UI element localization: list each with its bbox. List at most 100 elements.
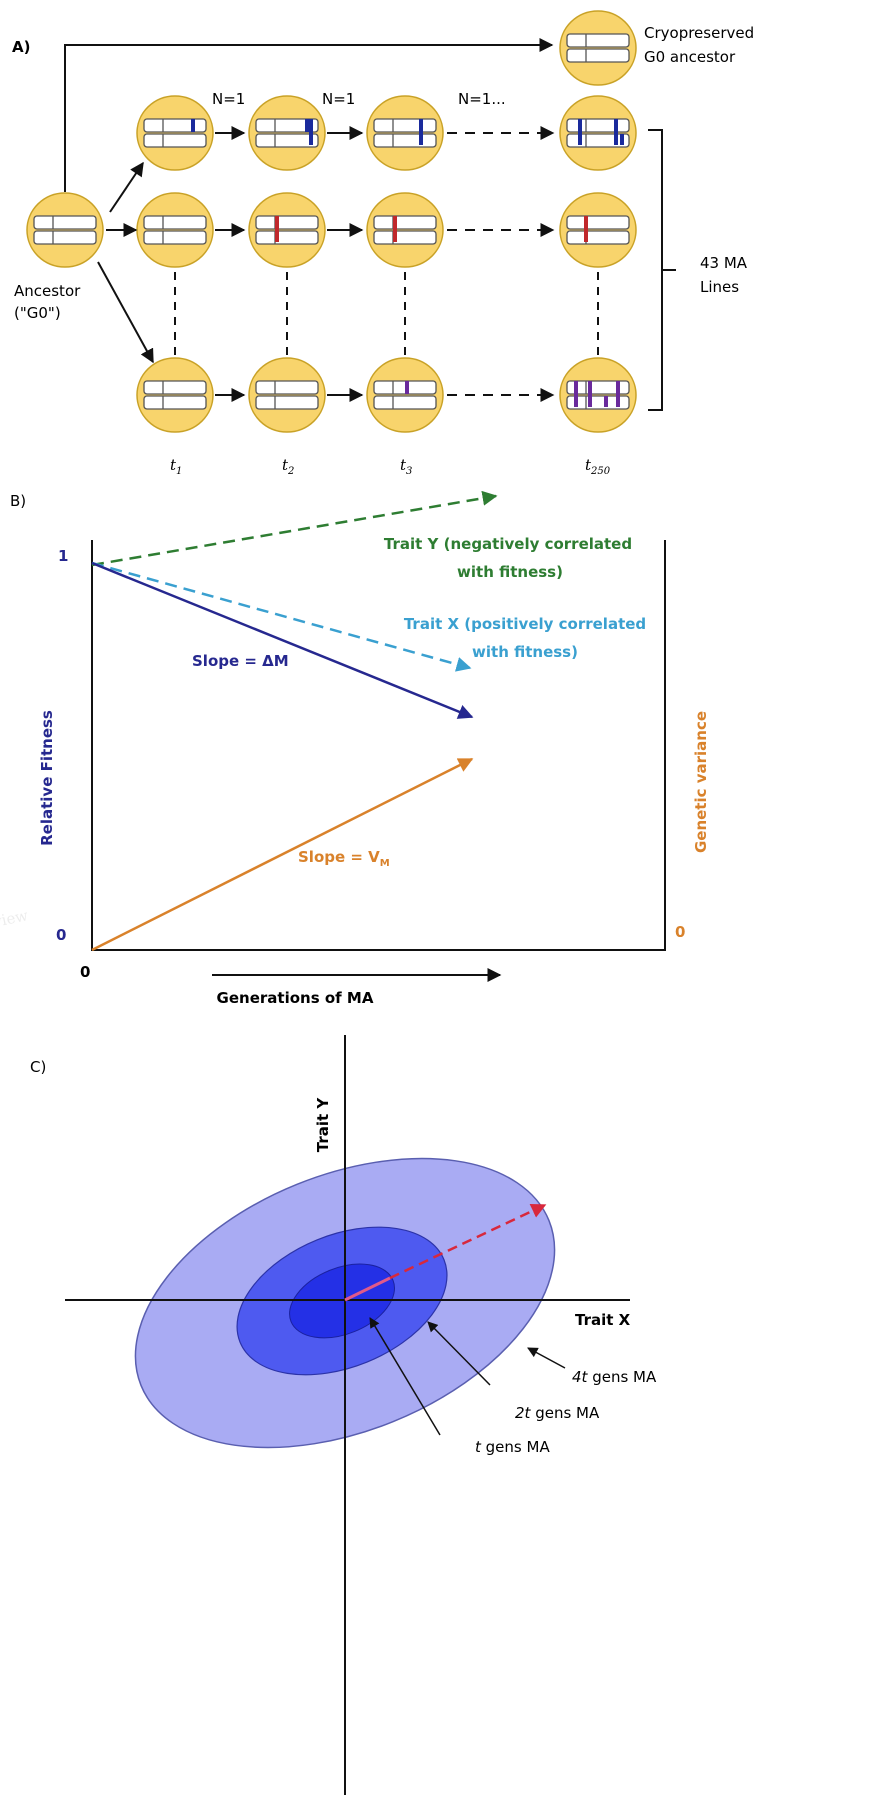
mutation [588, 381, 592, 407]
mutation [620, 134, 624, 145]
fitness-line [92, 563, 472, 717]
trait-x-label: with fitness) [472, 643, 578, 661]
chromosome [144, 396, 206, 409]
cryo-label: G0 ancestor [644, 48, 736, 66]
timepoint: t1 [170, 456, 182, 477]
chromosome [34, 231, 96, 244]
y-right-label: Genetic variance [692, 711, 710, 853]
panel-label: B) [10, 492, 26, 510]
slope-v-text: Slope = V [298, 848, 380, 866]
chromosome [567, 49, 629, 62]
chromosome [256, 231, 318, 244]
t-sub: 3 [406, 466, 412, 477]
pointer [528, 1348, 565, 1368]
mutation [604, 396, 608, 407]
trait-y-label: with fitness) [457, 563, 563, 581]
chromosome [374, 396, 436, 409]
arrows [175, 133, 598, 395]
x-axis-label: Trait X [575, 1311, 631, 1329]
chromosome [144, 216, 206, 229]
chromosome [256, 396, 318, 409]
cell [249, 358, 325, 432]
mutation [419, 119, 423, 145]
text: gens MA [530, 1404, 600, 1422]
cells [27, 11, 636, 432]
cell [27, 193, 103, 267]
t-sub: 1 [176, 466, 182, 477]
cryo-label: Cryopreserved [644, 24, 754, 42]
mutation [405, 381, 409, 394]
chromosome [567, 231, 629, 244]
bracket [648, 130, 676, 410]
cell [560, 11, 636, 85]
y-axis-label: Trait Y [314, 1097, 332, 1153]
chromosome [567, 34, 629, 47]
panel-label: A) [12, 38, 30, 56]
factor: 2t [515, 1404, 532, 1422]
trait-y-label: Trait Y (negatively correlated [384, 535, 632, 553]
mutation [616, 381, 620, 407]
y-left-bottom: 0 [56, 926, 66, 944]
cell [137, 358, 213, 432]
timepoint: t3 [400, 456, 412, 477]
transfer-label: N=1 [212, 90, 245, 108]
cell [249, 193, 325, 267]
chromosome [567, 119, 629, 132]
chromosome [567, 216, 629, 229]
mutation [614, 119, 618, 145]
slope-m-label: Slope = ΔM [192, 652, 289, 670]
panel-label: C) [30, 1058, 46, 1076]
cell [137, 96, 213, 170]
mutation [309, 119, 313, 145]
t-sub: 2 [287, 466, 294, 477]
chromosome [256, 381, 318, 394]
cell [249, 96, 325, 170]
chromosome [256, 216, 318, 229]
cell [367, 96, 443, 170]
ma-lines-label: 43 MA [700, 254, 748, 272]
timepoint: t250 [585, 456, 611, 477]
ma-lines-label: Lines [700, 278, 739, 296]
mutation [393, 216, 397, 242]
mutation [305, 119, 309, 132]
text: gens MA [587, 1368, 657, 1386]
cell [560, 193, 636, 267]
axes [92, 540, 665, 950]
cell [560, 96, 636, 170]
factor: 4t [572, 1368, 589, 1386]
timepoint: t2 [282, 456, 294, 477]
chromosome [256, 134, 318, 147]
chromosome [144, 381, 206, 394]
watermark: In review [0, 906, 30, 938]
x-origin: 0 [80, 963, 90, 981]
chromosome [374, 134, 436, 147]
variance-line [92, 759, 472, 950]
mutation [574, 381, 578, 407]
chromosome [144, 231, 206, 244]
ellipse-label: 4t gens MA [572, 1368, 657, 1386]
mutation [191, 119, 195, 132]
arrow [110, 163, 143, 212]
chromosome [374, 216, 436, 229]
slope-v-sub: M [380, 858, 390, 869]
trait-x-label: Trait X (positively correlated [404, 615, 646, 633]
timepoints: t1 t2 t3 t250 [170, 456, 611, 477]
chromosome [374, 231, 436, 244]
ellipse-label: t gens MA [475, 1438, 550, 1456]
text: gens MA [481, 1438, 551, 1456]
chromosome [567, 134, 629, 147]
chromosome [144, 119, 206, 132]
y-left-label: Relative Fitness [38, 710, 56, 846]
mutation [275, 216, 279, 242]
cell [367, 193, 443, 267]
figure: A) Ancestor ("G0") Cryopreserved G0 ance… [0, 0, 875, 1795]
y-left-top: 1 [58, 547, 68, 565]
y-right-bottom: 0 [675, 923, 685, 941]
ancestor-label: Ancestor [14, 282, 81, 300]
t-sub: 250 [590, 466, 611, 477]
cell [137, 193, 213, 267]
cell [560, 358, 636, 432]
transfer-label: N=1 [322, 90, 355, 108]
slope-v-label: Slope = VM [298, 848, 390, 869]
arrow [98, 262, 153, 362]
